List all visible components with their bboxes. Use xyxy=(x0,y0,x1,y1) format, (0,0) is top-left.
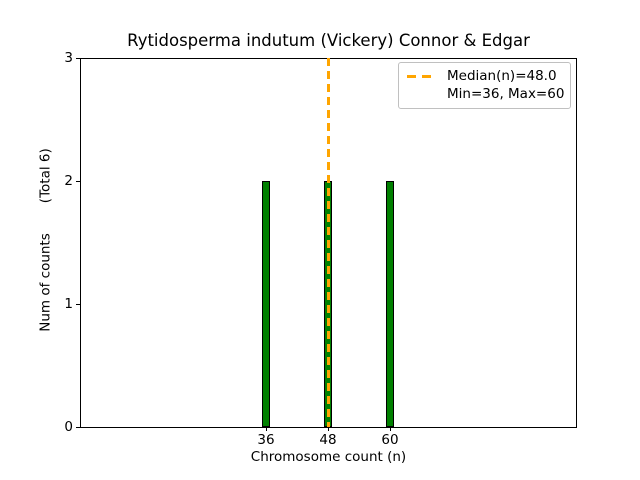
bar-36 xyxy=(262,181,270,427)
x-tick-mark xyxy=(265,427,267,431)
y-tick-label: 1 xyxy=(64,296,73,312)
y-tick-mark xyxy=(76,303,80,305)
x-axis-label: Chromosome count (n) xyxy=(250,449,407,465)
chart-title: Rytidosperma indutum (Vickery) Connor & … xyxy=(127,31,530,50)
bar-60 xyxy=(386,181,394,427)
legend-label-minmax: Min=36, Max=60 xyxy=(447,86,565,102)
legend-item-minmax: Min=36, Max=60 xyxy=(407,86,565,103)
x-tick-label: 60 xyxy=(381,432,399,448)
x-tick-mark xyxy=(327,427,329,431)
median-dashed-line-icon xyxy=(407,75,437,78)
y-tick-label: 0 xyxy=(64,419,73,435)
y-tick-label: 3 xyxy=(64,50,73,66)
legend-label-median: Median(n)=48.0 xyxy=(447,68,557,84)
x-tick-label: 36 xyxy=(257,432,275,448)
y-tick-mark xyxy=(76,57,80,59)
legend-item-median: Median(n)=48.0 xyxy=(407,68,562,85)
y-tick-label: 2 xyxy=(64,173,73,189)
x-tick-mark xyxy=(389,427,391,431)
y-tick-mark xyxy=(76,426,80,428)
median-line xyxy=(326,58,330,427)
legend: Median(n)=48.0 Min=36, Max=60 xyxy=(398,62,571,109)
x-tick-label: 48 xyxy=(319,432,337,448)
y-tick-mark xyxy=(76,180,80,182)
legend-sample-spacer xyxy=(407,93,437,96)
